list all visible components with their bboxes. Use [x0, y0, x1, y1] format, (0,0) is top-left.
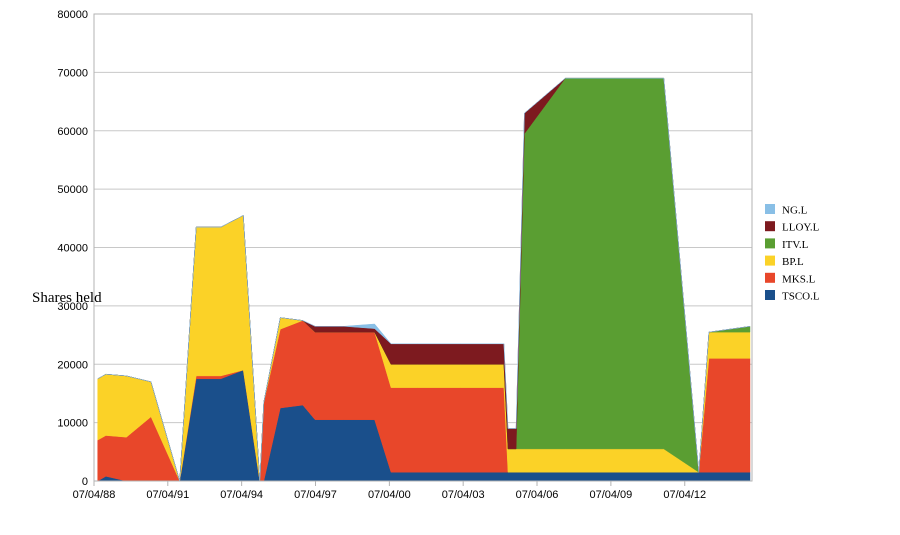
- legend-label: MKS.L: [782, 273, 816, 285]
- legend: NG.L LLOY.L ITV.L BP.L MKS.L TSCO.L: [765, 204, 820, 303]
- y-tick-label: 20000: [57, 359, 88, 371]
- area-ng-l: [97, 77, 751, 482]
- legend-swatch: [765, 238, 775, 249]
- y-tick-labels: 0 10000 20000 30000 40000 50000 60000 70000 8000…: [57, 9, 88, 488]
- legend-label: TSCO.L: [782, 291, 820, 303]
- y-tick-label: 50000: [57, 184, 88, 196]
- x-tick-label: 07/04/03: [442, 489, 485, 501]
- legend-swatch: [765, 272, 775, 283]
- x-tick-label: 07/04/91: [146, 489, 189, 501]
- legend-swatch: [765, 290, 775, 300]
- y-tick-label: 10000: [57, 418, 88, 430]
- legend-swatch: [765, 221, 775, 232]
- y-tick-label: 0: [82, 476, 88, 488]
- x-tick-label: 07/04/09: [589, 489, 632, 501]
- legend-label: BP.L: [782, 256, 804, 268]
- y-axis-label: Shares held: [32, 290, 102, 306]
- series-areas: [96, 77, 751, 482]
- legend-label: LLOY.L: [782, 222, 820, 234]
- plot-border: [93, 13, 753, 482]
- x-tick-label: 07/04/97: [294, 489, 337, 501]
- legend-label: ITV.L: [782, 239, 809, 251]
- y-tick-label: 80000: [57, 9, 88, 21]
- axes: [93, 13, 753, 486]
- legend-swatch: [765, 204, 775, 214]
- x-tick-label: 07/04/06: [516, 489, 559, 501]
- x-tick-label: 07/04/00: [368, 489, 411, 501]
- y-tick-label: 30000: [57, 301, 88, 313]
- legend-label: NG.L: [782, 205, 808, 217]
- y-tick-label: 60000: [57, 126, 88, 138]
- legend-swatch: [765, 255, 775, 266]
- y-tick-label: 40000: [57, 243, 88, 255]
- y-tick-label: 70000: [57, 67, 88, 79]
- x-tick-label: 07/04/12: [663, 489, 706, 501]
- x-tick-label: 07/04/94: [220, 489, 263, 501]
- x-tick-labels: 07/04/88 07/04/91 07/04/94 07/04/97 07/04/00…: [73, 489, 707, 501]
- x-tick-label: 07/04/88: [73, 489, 116, 501]
